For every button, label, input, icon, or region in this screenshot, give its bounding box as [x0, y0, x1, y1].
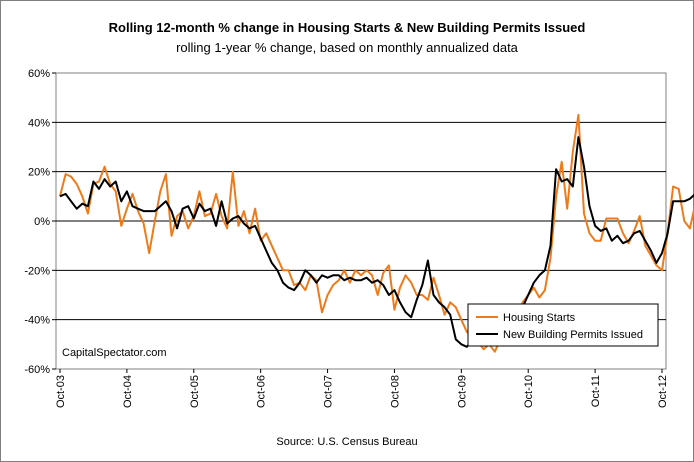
y-tick-label: 0%	[34, 216, 50, 228]
y-tick-label: -40%	[24, 315, 50, 327]
chart-title: Rolling 12-month % change in Housing Sta…	[108, 20, 586, 35]
watermark-text: CapitalSpectator.com	[62, 347, 167, 359]
y-axis: 60% 40% 20% 0% -20% -40% -60%	[24, 68, 56, 376]
x-tick-label: Oct-07	[323, 375, 335, 408]
source-note: Source: U.S. Census Bureau	[276, 436, 418, 448]
y-tick-label: 40%	[28, 117, 50, 129]
y-tick-label: 20%	[28, 167, 50, 179]
x-tick-label: Oct-04	[122, 375, 134, 408]
y-tick-label: 60%	[28, 68, 50, 80]
x-tick-label: Oct-05	[189, 375, 201, 408]
legend-box	[467, 303, 659, 347]
x-tick-label: Oct-06	[256, 375, 268, 408]
x-axis: Oct-03 Oct-04 Oct-05 Oct-06 Oct-07 Oct-08 Oct-…	[55, 369, 669, 408]
x-tick-label: Oct-08	[389, 375, 401, 408]
x-tick-label: Oct-11	[590, 375, 602, 407]
x-tick-label: Oct-12	[657, 375, 669, 408]
series-lines	[59, 113, 694, 353]
gridlines	[56, 121, 666, 321]
legend-label-permits: New Building Permits Issued	[503, 329, 643, 341]
x-tick-label: Oct-03	[55, 375, 67, 408]
chart-subtitle: rolling 1-year % change, based on monthl…	[176, 40, 518, 55]
series-line-building-permits	[59, 136, 694, 348]
x-tick-label: Oct-09	[456, 375, 468, 408]
legend-label-housing-starts: Housing Starts	[503, 312, 576, 324]
legend: Housing Starts New Building Permits Issu…	[467, 303, 659, 347]
y-tick-label: -60%	[24, 364, 50, 376]
x-tick-label: Oct-10	[523, 375, 535, 408]
y-tick-label: -20%	[24, 265, 50, 277]
